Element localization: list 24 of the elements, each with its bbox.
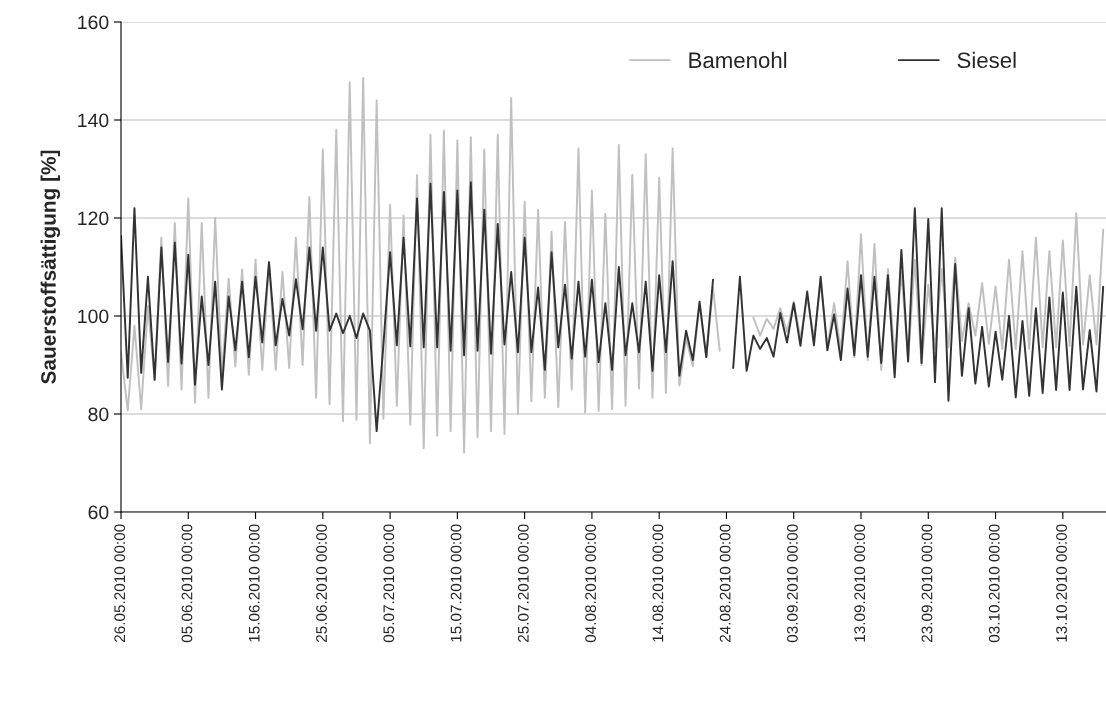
x-tick-label: 03.10.2010 00:00	[988, 524, 1000, 643]
y-tick-label: 60	[88, 505, 109, 520]
x-tick-label: 13.10.2010 00:00	[1056, 524, 1067, 642]
x-tick-label: 03.09.2010 00:00	[787, 524, 798, 643]
legend-label: Bamenohl	[689, 51, 787, 69]
y-tick-label: 100	[78, 309, 109, 324]
legend-label: Siesel	[957, 51, 1016, 69]
x-tick-label: 25.07.2010 00:00	[517, 524, 529, 642]
y-tick-label: 120	[78, 211, 109, 226]
x-tick-label: 04.08.2010 00:00	[585, 524, 597, 643]
x-tick-label: 24.08.2010 00:00	[719, 524, 731, 642]
x-tick-label: 05.07.2010 00:00	[383, 524, 395, 643]
y-tick-label: 140	[78, 113, 109, 128]
x-tick-label: 15.06.2010 00:00	[248, 524, 260, 642]
x-tick-label: 23.09.2010 00:00	[921, 524, 933, 642]
x-tick-label: 26.05.2010 00:00	[114, 524, 126, 642]
x-tick-label: 25.06.2010 00:00	[316, 524, 327, 642]
x-tick-label: 05.06.2010 00:00	[181, 524, 193, 643]
x-tick-label: 13.09.2010 00:00	[854, 524, 866, 642]
y-axis-title: Sauerstoffsättigung [%]	[40, 150, 61, 384]
y-tick-label: 80	[88, 407, 109, 422]
x-tick-label: 14.08.2010 00:00	[652, 524, 664, 642]
x-tick-label: 15.07.2010 00:00	[450, 524, 462, 642]
y-tick-label: 160	[78, 15, 109, 30]
